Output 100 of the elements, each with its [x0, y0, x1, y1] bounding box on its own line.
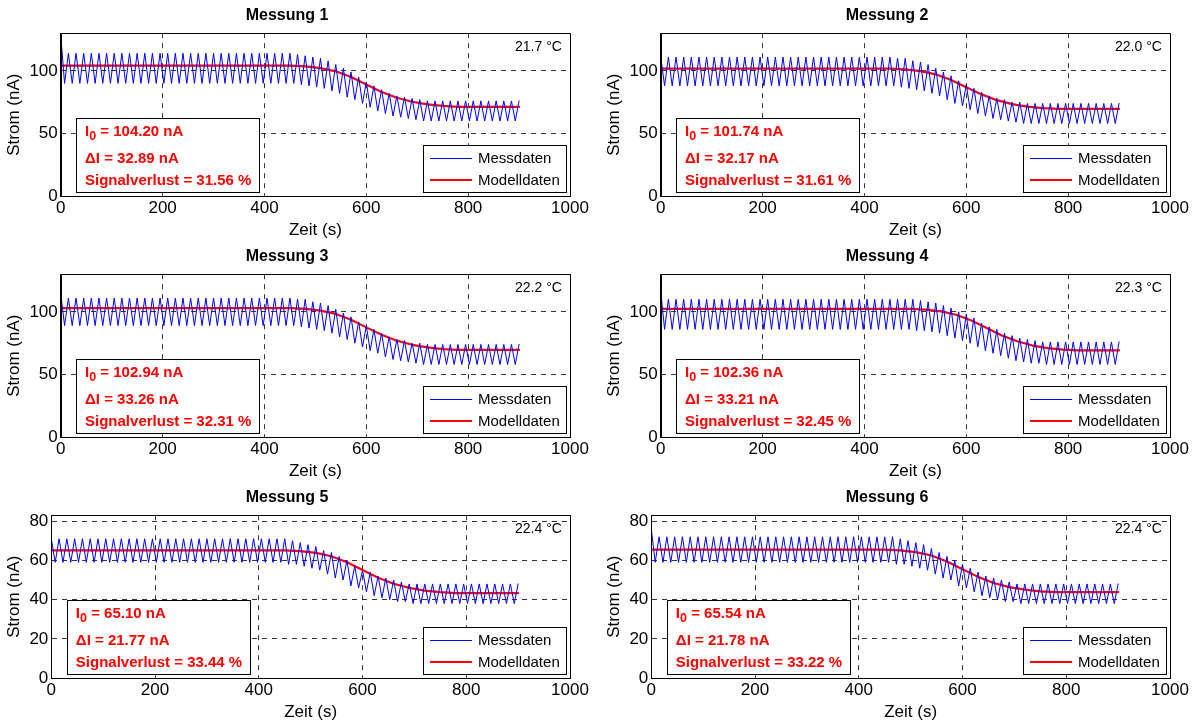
x-tick-label: 800	[453, 198, 483, 218]
y-tick-label: 60	[629, 550, 649, 570]
x-tick-label: 400	[244, 680, 273, 700]
y-axis-title: Strom (nA)	[603, 73, 623, 156]
y-axis-title: Strom (nA)	[603, 314, 623, 397]
x-tick-label: 800	[1053, 198, 1083, 218]
x-tick-label: 1000	[1151, 198, 1189, 218]
y-tick-label: 0	[48, 426, 58, 446]
x-tick-label: 400	[850, 439, 879, 459]
annotation: ΔI = 33.26 nA	[85, 389, 180, 410]
annotation: I$_{0}$ = 102.94 nA	[85, 362, 185, 387]
y-tick-label: 0	[48, 185, 58, 205]
x-tick-label: 400	[850, 198, 879, 218]
x-axis-title: Zeit (s)	[284, 702, 338, 722]
annotation: I$_{0}$ = 102.36 nA	[685, 362, 785, 387]
x-tick-label: 800	[452, 680, 481, 700]
legend-label: Modelldaten	[478, 652, 560, 673]
chart-title: Messung 5	[245, 488, 329, 506]
x-tick-label: 800	[1052, 680, 1081, 700]
annotation: Signalverlust = 32.31 %	[85, 411, 252, 432]
legend-label: Modelldaten	[1078, 411, 1160, 432]
x-tick-label: 600	[352, 198, 381, 218]
legend-label: Messdaten	[1078, 389, 1152, 410]
legend-label: Messdaten	[1078, 148, 1152, 169]
x-tick-label: 1000	[551, 680, 589, 700]
y-tick-label: 80	[629, 510, 649, 530]
annotation: 22.0 °C	[1115, 38, 1162, 55]
y-tick-label: 50	[638, 123, 658, 143]
x-tick-label: 1000	[1151, 680, 1189, 700]
x-tick-label: 200	[148, 198, 177, 218]
chart-title: Messung 6	[845, 488, 929, 506]
annotation: I$_{0}$ = 101.74 nA	[685, 121, 785, 146]
x-tick-label: 400	[250, 198, 279, 218]
annotation: I$_{0}$ = 65.10 nA	[75, 603, 167, 628]
annotation: 22.2 °C	[515, 279, 562, 296]
y-tick-label: 20	[629, 628, 649, 648]
y-tick-label: 100	[29, 301, 58, 321]
y-axis-title: Strom (nA)	[3, 314, 23, 397]
chart-title: Messung 4	[845, 247, 929, 265]
x-axis-title: Zeit (s)	[288, 220, 342, 240]
x-tick-label: 600	[952, 439, 981, 459]
x-tick-label: 1000	[1151, 439, 1189, 459]
legend-label: Modelldaten	[1078, 652, 1160, 673]
y-tick-label: 50	[638, 364, 658, 384]
x-axis-title: Zeit (s)	[288, 461, 342, 481]
y-tick-label: 20	[29, 628, 49, 648]
annotation: ΔI = 33.21 nA	[685, 389, 780, 410]
legend-label: Modelldaten	[1078, 170, 1160, 191]
annotation: ΔI = 21.78 nA	[675, 630, 771, 651]
x-axis-title: Zeit (s)	[888, 220, 942, 240]
x-tick-label: 200	[748, 198, 777, 218]
annotation: Signalverlust = 32.45 %	[685, 411, 852, 432]
y-tick-label: 50	[38, 364, 58, 384]
x-tick-label: 200	[748, 439, 777, 459]
y-axis-title: Strom (nA)	[3, 555, 23, 638]
annotation: 21.7 °C	[515, 38, 562, 55]
annotation: I$_{0}$ = 65.54 nA	[675, 603, 767, 628]
annotation: 22.4 °C	[515, 520, 562, 537]
y-tick-label: 80	[29, 510, 49, 530]
x-tick-label: 200	[148, 439, 177, 459]
annotation: ΔI = 32.89 nA	[85, 148, 180, 169]
annotation: 22.4 °C	[1115, 520, 1162, 537]
x-tick-label: 1000	[551, 439, 589, 459]
y-axis-title: Strom (nA)	[3, 73, 23, 156]
annotation: I$_{0}$ = 104.20 nA	[85, 121, 185, 146]
x-tick-label: 800	[1053, 439, 1083, 459]
annotation: Signalverlust = 33.44 %	[75, 652, 243, 673]
y-tick-label: 0	[648, 426, 658, 446]
annotation: ΔI = 21.77 nA	[75, 630, 171, 651]
y-tick-label: 50	[38, 123, 58, 143]
annotation: 22.3 °C	[1115, 279, 1162, 296]
annotation: Signalverlust = 31.61 %	[685, 170, 852, 191]
annotation: Signalverlust = 31.56 %	[85, 170, 252, 191]
y-tick-label: 40	[629, 589, 649, 609]
x-tick-label: 600	[348, 680, 377, 700]
legend-label: Messdaten	[478, 630, 552, 651]
legend-label: Messdaten	[478, 148, 552, 169]
y-tick-label: 0	[648, 185, 658, 205]
chart-title: Messung 1	[245, 6, 329, 24]
x-axis-title: Zeit (s)	[884, 702, 938, 722]
x-tick-label: 400	[250, 439, 279, 459]
x-tick-label: 800	[453, 439, 483, 459]
chart-title: Messung 3	[245, 247, 329, 265]
x-axis-title: Zeit (s)	[888, 461, 942, 481]
x-tick-label: 1000	[551, 198, 589, 218]
chart-title: Messung 2	[845, 6, 929, 24]
x-tick-label: 600	[352, 439, 381, 459]
x-tick-label: 200	[740, 680, 770, 700]
legend-label: Modelldaten	[478, 411, 560, 432]
x-tick-label: 400	[844, 680, 873, 700]
annotation: Signalverlust = 33.22 %	[675, 652, 843, 673]
y-tick-label: 100	[629, 301, 658, 321]
legend-label: Messdaten	[1078, 630, 1152, 651]
y-tick-label: 40	[29, 589, 49, 609]
y-tick-label: 60	[29, 550, 49, 570]
y-tick-label: 100	[629, 60, 658, 80]
y-axis-title: Strom (nA)	[603, 555, 623, 638]
x-tick-label: 600	[952, 198, 981, 218]
x-tick-label: 200	[140, 680, 170, 700]
x-tick-label: 600	[948, 680, 977, 700]
